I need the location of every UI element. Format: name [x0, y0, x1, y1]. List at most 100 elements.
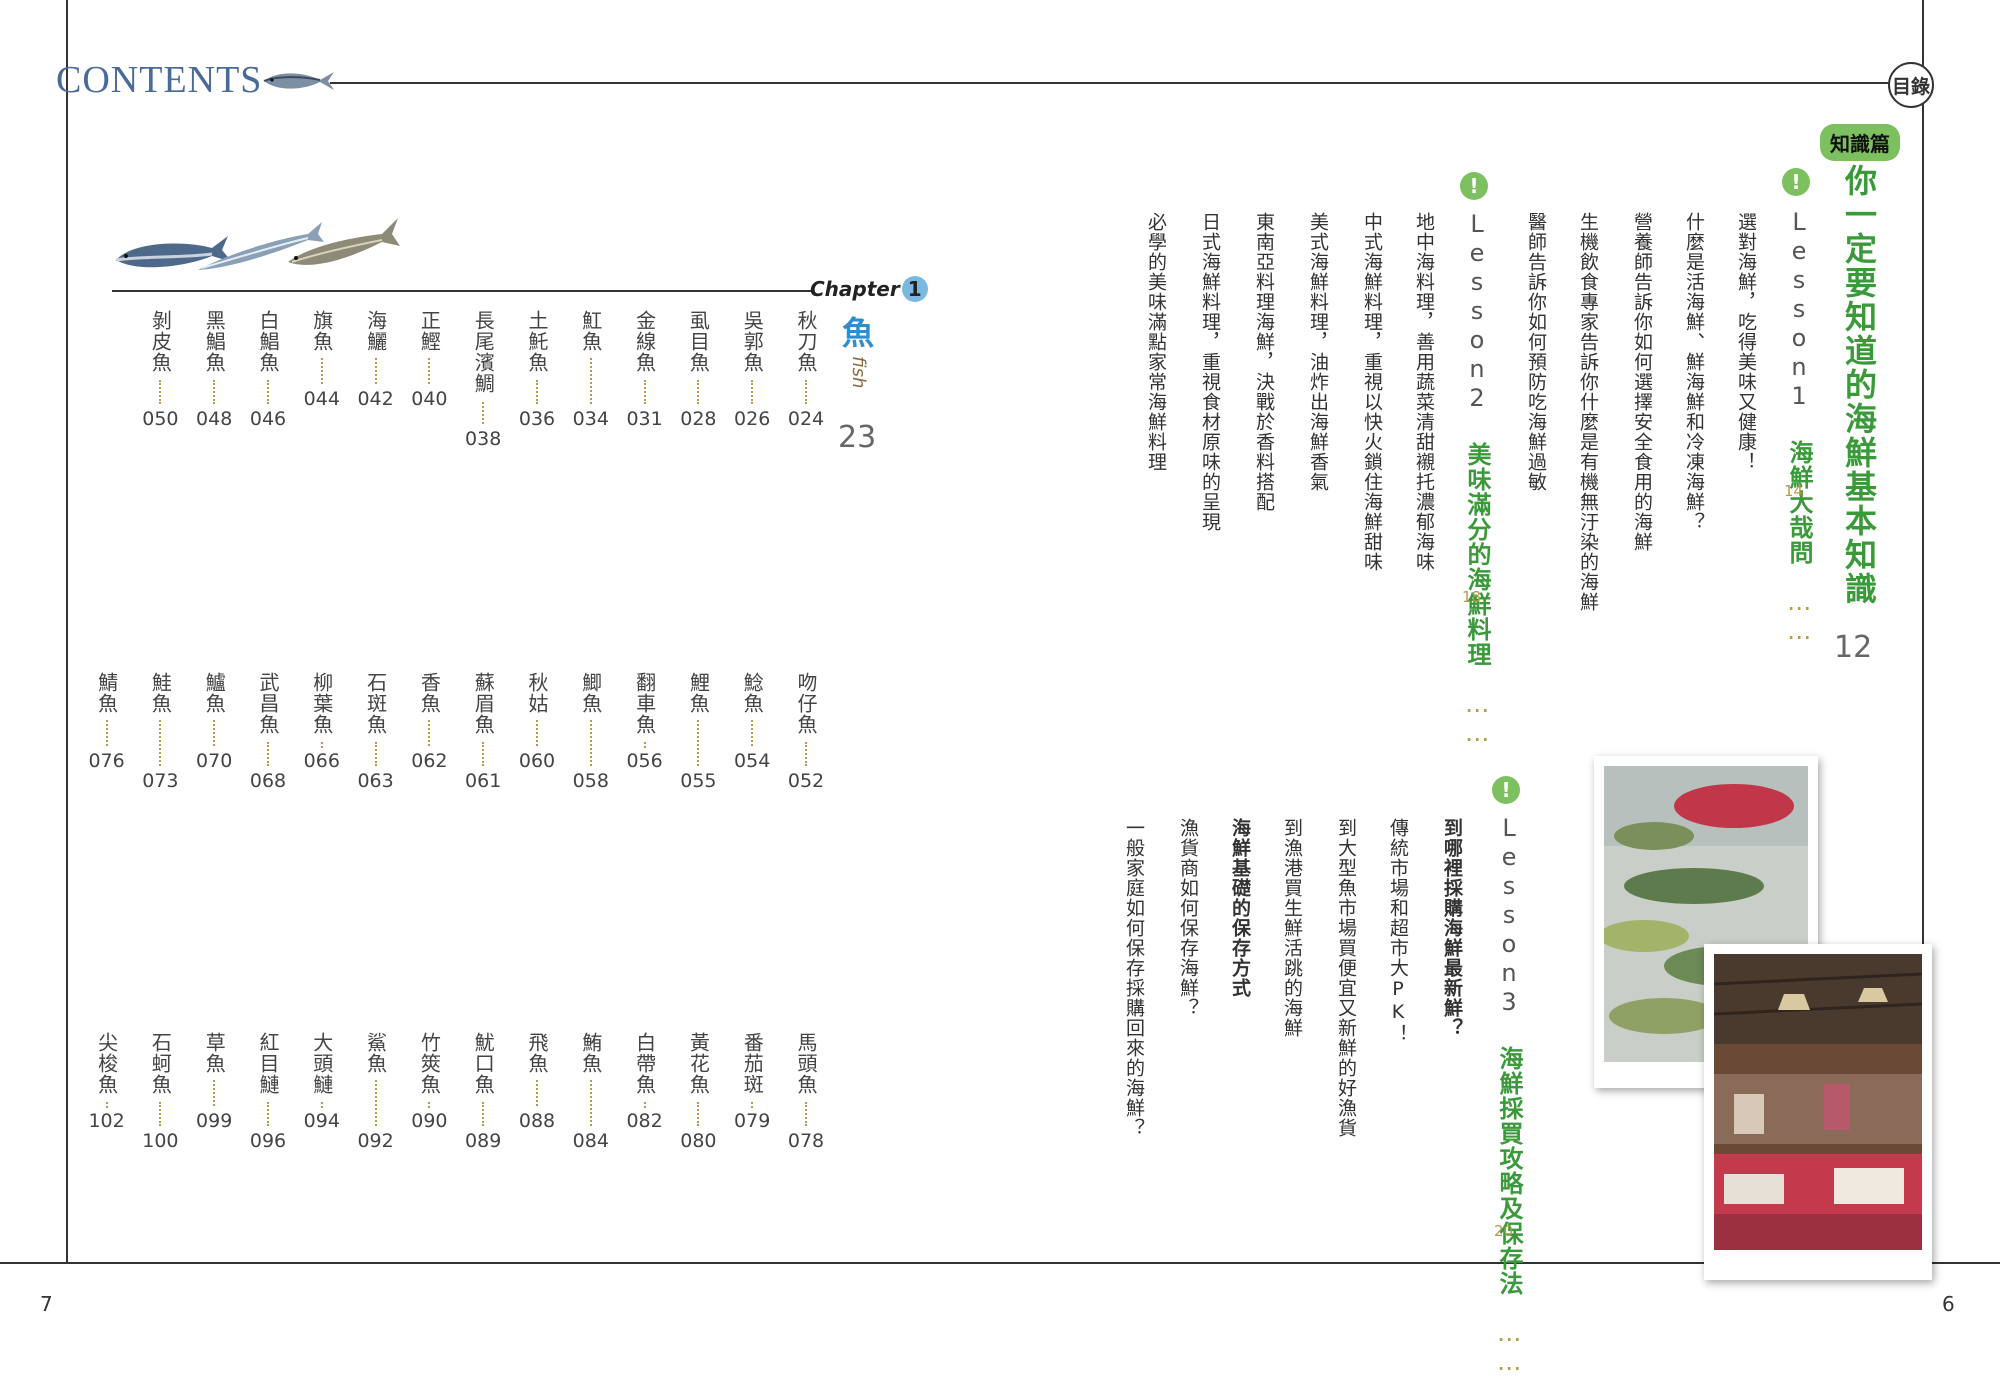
lesson-item: 營養師告訴你如何選擇安全食用的海鮮 [1631, 212, 1653, 552]
fish-page-number: 079 [734, 1110, 771, 1132]
lesson2-heading: 美味滿分的海鮮料理 [1463, 442, 1491, 667]
leader-dots [320, 742, 323, 748]
fish-name: 石蚵魚 [148, 1032, 173, 1095]
leader-dots [374, 742, 377, 766]
fish-name: 武昌魚 [256, 672, 280, 735]
chapter-title: 魚 [842, 314, 875, 352]
fish-page-number: 082 [626, 1110, 663, 1132]
leader-dots [805, 380, 807, 404]
fish-name: 土魠魚 [525, 310, 549, 373]
lightbulb-icon: ! [1782, 168, 1810, 196]
leader-dots [751, 720, 754, 746]
header-fish-icon [263, 72, 334, 90]
market-hall-image [1714, 954, 1922, 1250]
fish-page-number: 052 [787, 770, 825, 792]
fish-name: 柳葉魚 [309, 672, 334, 735]
leader-dots [751, 380, 754, 404]
contents-heading: CONTENTS [56, 59, 263, 101]
lesson-item: 生機飲食專家告訴你什麼是有機無汙染的海鮮 [1577, 212, 1599, 612]
lesson-item: 一般家庭如何保存採購回來的海鮮？ [1123, 818, 1145, 1138]
fish-name: 番茄斑 [740, 1032, 765, 1095]
fish-name: 黃花魚 [686, 1032, 711, 1095]
fish-page-number: 036 [518, 408, 556, 430]
fish-name: 白鯧魚 [256, 310, 280, 373]
leader-dots [697, 1102, 700, 1126]
fish-page-number: 092 [357, 1130, 394, 1152]
fish-name: 秋姑 [525, 672, 549, 714]
fish-page-number: 024 [787, 408, 825, 430]
leader-dots [267, 1102, 269, 1126]
leader-dots [643, 1102, 646, 1108]
fish-name: 蘇眉魚 [471, 672, 496, 735]
lesson-item: 醫師告訴你如何預防吃海鮮過敏 [1525, 212, 1547, 492]
fish-page-number: 089 [465, 1130, 502, 1152]
fish-page-number: 060 [518, 750, 556, 772]
fish-page-number: 068 [249, 770, 287, 792]
lesson2-label: Lesson2 [1463, 210, 1491, 413]
fish-page-number: 090 [411, 1110, 448, 1132]
lesson2-title: Lesson2 美味滿分的海鮮料理 ⋯⋯ [1460, 210, 1495, 754]
lesson-item: 海鮮基礎的保存方式 [1229, 818, 1251, 998]
leader-dots [213, 720, 216, 746]
fish-page-number: 044 [303, 388, 340, 410]
leader-dots [428, 1102, 431, 1108]
leader-dots [428, 358, 431, 384]
lesson3-leader: ⋯⋯ [1495, 1325, 1523, 1383]
fish-name: 鯽魚 [578, 672, 603, 714]
fish-page-number: 040 [411, 388, 448, 410]
lightbulb-icon: ! [1492, 776, 1520, 804]
lesson1-label: Lesson1 [1785, 208, 1813, 411]
fish-name: 虱目魚 [686, 310, 711, 373]
fish-name: 鯖魚 [94, 672, 119, 714]
fish-page-number: 096 [249, 1130, 287, 1152]
leader-dots [213, 380, 216, 404]
fish-name: 魟魚 [578, 310, 603, 352]
lesson-item: 到漁港買生鮮活跳的海鮮 [1281, 818, 1303, 1038]
leader-dots [643, 380, 646, 404]
lesson2-leader: ⋯⋯ [1463, 696, 1491, 754]
fish-name: 金線魚 [632, 310, 657, 373]
fish-page-number: 084 [572, 1130, 609, 1152]
fish-name: 石斑魚 [363, 672, 388, 735]
fish-page-number: 054 [734, 750, 771, 772]
fish-name: 剝皮魚 [148, 310, 173, 373]
fish-name: 鯉魚 [686, 672, 711, 714]
fish-name: 大頭鰱 [309, 1032, 334, 1095]
fish-name: 翻車魚 [632, 672, 657, 735]
fish-name: 鱸魚 [202, 672, 227, 714]
lesson-item: 美式海鮮料理，油炸出海鮮香氣 [1307, 212, 1329, 492]
lesson-item: 地中海料理，善用蔬菜清甜襯托濃郁海味 [1413, 212, 1435, 572]
leader-dots [267, 380, 269, 404]
bottom-rule [0, 1262, 2000, 1264]
lesson-item: 到大型魚市場買便宜又新鮮的好漁貨 [1335, 818, 1357, 1138]
knowledge-page: 12 [1834, 630, 1873, 665]
chapter-word: Chapter [810, 277, 900, 301]
leader-dots [536, 1080, 538, 1106]
fish-page-number: 070 [196, 750, 233, 772]
leader-dots [589, 1080, 592, 1126]
lesson3-title: Lesson3 海鮮採買攻略及保存法 ⋯⋯ [1492, 814, 1527, 1383]
fish-page-number: 046 [249, 408, 287, 430]
fish-page-number: 028 [680, 408, 717, 430]
leader-dots [536, 380, 538, 404]
lesson1-heading: 海鮮大哉問 [1785, 440, 1813, 565]
lesson1-title: Lesson1 海鮮大哉問 ⋯⋯ [1782, 208, 1817, 652]
fish-page-number: 048 [196, 408, 233, 430]
lesson1-page: 14 [1784, 482, 1804, 500]
fish-page-number: 099 [196, 1110, 233, 1132]
leader-dots [805, 1102, 807, 1126]
chapter-number: 1 [901, 276, 928, 302]
leader-dots [213, 1080, 216, 1106]
fish-page-number: 058 [572, 770, 609, 792]
chapter-rule [112, 290, 812, 292]
lesson3-label: Lesson3 [1495, 814, 1523, 1017]
fish-page-number: 073 [142, 770, 179, 792]
lesson3-heading: 海鮮採買攻略及保存法 [1495, 1046, 1523, 1296]
leader-dots [374, 358, 377, 384]
leader-dots [482, 1102, 485, 1126]
leader-dots [320, 358, 323, 384]
fish-page-number: 062 [411, 750, 448, 772]
fish-page-number: 078 [787, 1130, 825, 1152]
lesson-item: 到哪裡採購海鮮最新鮮？ [1441, 818, 1463, 1038]
leader-dots [643, 742, 646, 748]
